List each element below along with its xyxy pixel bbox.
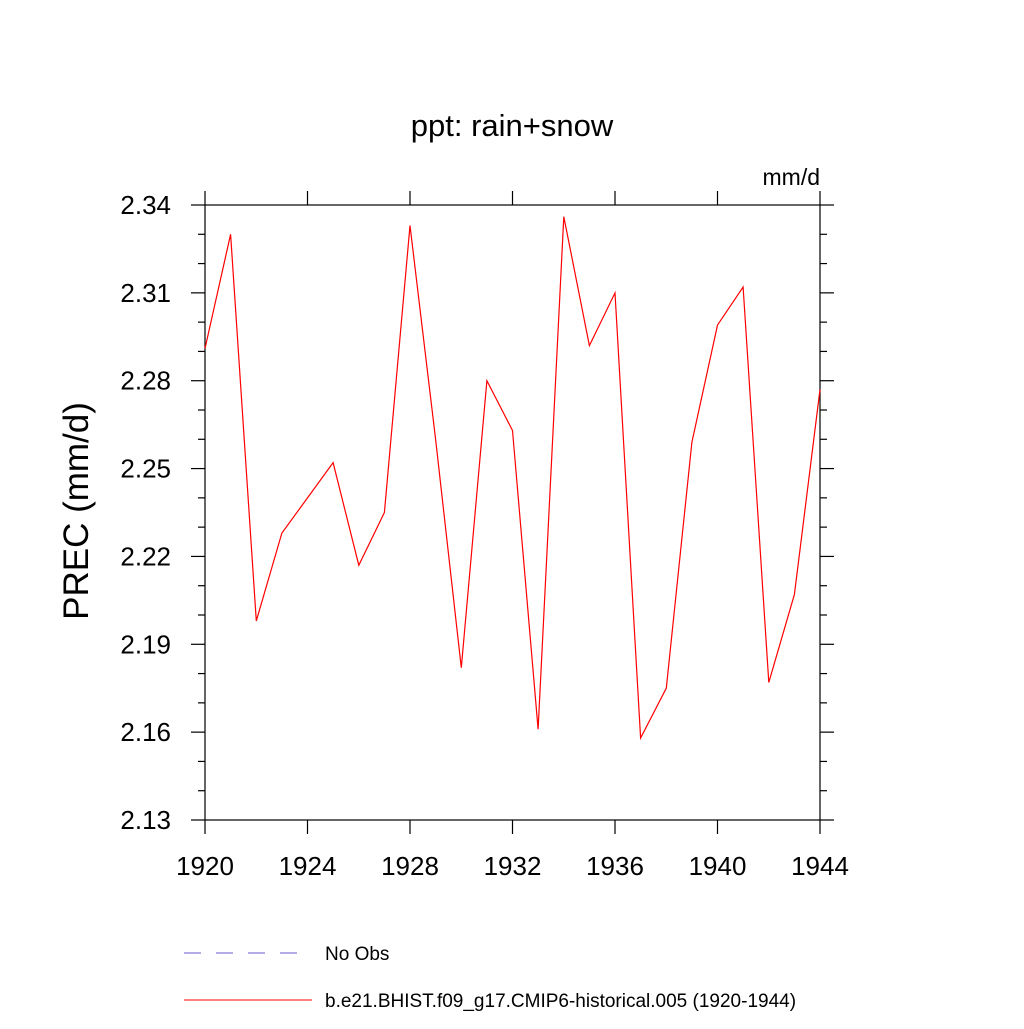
y-axis-label: PREC (mm/d) (57, 402, 96, 620)
series-layer (204, 216, 821, 741)
axis-ticks: 1920 1924 1928 1932 1936 1940 1944 2.13 2.16 2.19… (120, 190, 849, 881)
legend-label-0: No Obs (325, 944, 389, 965)
legend: No Obs b.e21.BHIST.f09_g17.CMIP6-historic… (184, 944, 796, 1012)
y-tick-label: 2.16 (120, 717, 171, 747)
x-tick-label: 1928 (381, 851, 439, 881)
y-tick-label: 2.13 (120, 805, 171, 835)
y-tick-label: 2.25 (120, 454, 171, 484)
chart-title: ppt: rain+snow (411, 108, 614, 143)
x-tick-label: 1940 (689, 851, 747, 881)
y-tick-label: 2.34 (120, 190, 171, 220)
x-tick-label: 1920 (176, 851, 234, 881)
y-tick-label: 2.31 (120, 278, 171, 308)
series-line-0 (204, 216, 821, 741)
x-tick-label: 1924 (279, 851, 337, 881)
y-tick-label: 2.28 (120, 366, 171, 396)
x-tick-label: 1932 (484, 851, 542, 881)
y-tick-label: 2.19 (120, 629, 171, 659)
legend-label-1: b.e21.BHIST.f09_g17.CMIP6-historical.005… (325, 991, 796, 1012)
x-tick-label: 1936 (586, 851, 644, 881)
y-tick-label: 2.22 (120, 541, 171, 571)
units-label: mm/d (763, 164, 821, 190)
x-tick-label: 1944 (791, 851, 849, 881)
